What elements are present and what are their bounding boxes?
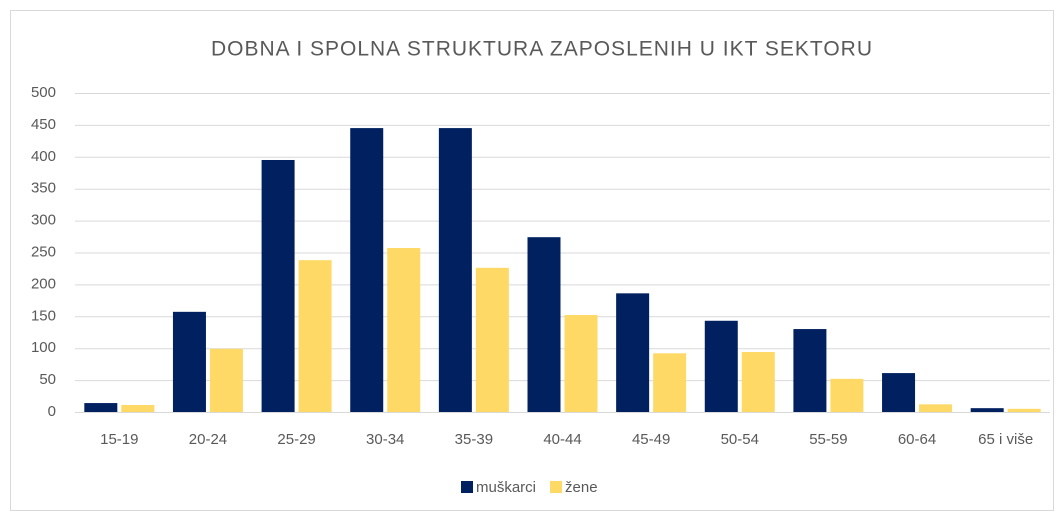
- bar: [121, 404, 155, 412]
- x-tick-label: 25-29: [277, 431, 315, 448]
- bar: [350, 128, 384, 412]
- bar: [475, 267, 509, 412]
- y-tick-label: 350: [31, 180, 56, 197]
- bar: [1007, 408, 1041, 412]
- legend-label: žene: [565, 479, 598, 496]
- bar: [653, 353, 687, 412]
- bar: [527, 237, 561, 412]
- y-tick-label: 50: [39, 371, 56, 388]
- x-tick-label: 55-59: [809, 431, 847, 448]
- bar: [919, 404, 953, 412]
- y-tick-label: 100: [31, 339, 56, 356]
- legend-swatch: [461, 481, 473, 493]
- bar: [438, 128, 472, 412]
- x-tick-label: 65 i više: [978, 431, 1033, 448]
- bar: [616, 293, 650, 412]
- bar: [564, 315, 598, 412]
- bar: [882, 373, 916, 412]
- x-tick-label: 60-64: [898, 431, 936, 448]
- y-tick-label: 400: [31, 148, 56, 165]
- x-tick-label: 20-24: [189, 431, 227, 448]
- x-tick-label: 45-49: [632, 431, 670, 448]
- bar: [84, 403, 118, 412]
- x-tick-label: 15-19: [100, 431, 138, 448]
- bar: [261, 159, 295, 412]
- bar: [830, 378, 864, 412]
- bar: [704, 320, 738, 412]
- x-tick-label: 50-54: [721, 431, 759, 448]
- bar: [298, 260, 332, 412]
- legend-label: muškarci: [476, 479, 536, 496]
- bar: [970, 408, 1004, 412]
- bar: [387, 248, 421, 412]
- bar: [793, 329, 827, 412]
- x-tick-label: 35-39: [455, 431, 493, 448]
- chart-title: DOBNA I SPOLNA STRUKTURA ZAPOSLENIH U IK…: [211, 38, 873, 61]
- legend-swatch: [550, 481, 563, 493]
- x-tick-label: 40-44: [543, 431, 581, 448]
- bar: [209, 348, 243, 412]
- y-tick-label: 500: [31, 84, 56, 101]
- y-tick-label: 450: [31, 116, 56, 133]
- bar: [741, 352, 775, 412]
- y-tick-label: 250: [31, 243, 56, 260]
- y-tick-label: 200: [31, 275, 56, 292]
- y-tick-label: 150: [31, 307, 56, 324]
- y-tick-label: 0: [48, 403, 56, 420]
- x-tick-label: 30-34: [366, 431, 404, 448]
- bar: [172, 311, 206, 412]
- y-tick-label: 300: [31, 212, 56, 229]
